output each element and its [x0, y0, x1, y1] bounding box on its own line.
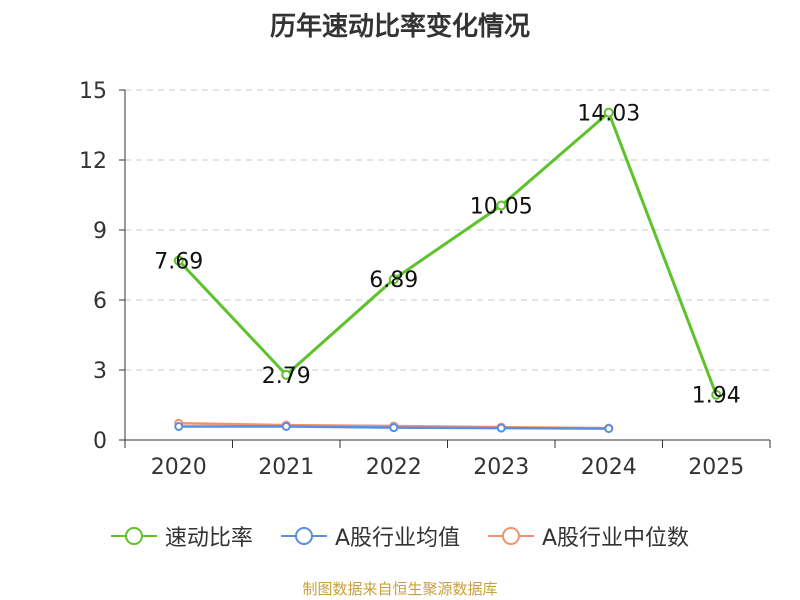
- data-label: 6.89: [369, 268, 418, 293]
- legend-item-quick-ratio[interactable]: 速动比率: [110, 520, 253, 552]
- data-label: 2.79: [262, 364, 311, 389]
- y-tick-label: 0: [93, 429, 107, 454]
- data-point: [173, 255, 184, 266]
- legend-swatch-industry-median-icon: [488, 527, 534, 545]
- y-tick-label: 15: [79, 79, 107, 104]
- chart-title: 历年速动比率变化情况: [269, 12, 530, 42]
- data-point: [388, 274, 399, 285]
- legend-swatch-industry-mean-icon: [280, 527, 327, 545]
- series-lines: [173, 107, 722, 434]
- data-point: [496, 200, 507, 211]
- legend-label-industry-mean: A股行业均值: [334, 526, 460, 551]
- legend-item-industry-median[interactable]: A股行业中位数: [488, 520, 689, 552]
- data-point: [281, 369, 292, 380]
- legend-item-industry-mean[interactable]: A股行业均值: [280, 520, 460, 552]
- data-point: [603, 107, 614, 118]
- data-point: [389, 423, 399, 433]
- y-tick-label: 3: [93, 359, 107, 384]
- x-axis-tick-labels: 2020 2021 2022 2023 2024 2025: [151, 455, 745, 480]
- axes: [119, 89, 771, 448]
- legend-label-industry-median: A股行业中位数: [542, 526, 690, 551]
- x-tick-label: 2023: [473, 455, 529, 480]
- data-point: [711, 389, 722, 400]
- series-line-0: [177, 111, 718, 396]
- grid-lines: [125, 89, 770, 371]
- data-label: 1.94: [692, 384, 741, 409]
- data-labels: 7.69 2.79 6.89 10.05 14.03 1.94: [154, 102, 740, 409]
- data-point: [604, 424, 614, 434]
- x-tick-label: 2020: [151, 455, 207, 480]
- y-tick-label: 6: [93, 289, 107, 314]
- data-source-note: 制图数据来自恒生聚源数据库: [302, 580, 498, 598]
- x-tick-label: 2022: [366, 455, 422, 480]
- legend: 速动比率 A股行业均值 A股行业中位数: [0, 520, 800, 552]
- data-point: [174, 421, 184, 431]
- data-label: 7.69: [154, 250, 203, 275]
- data-point: [496, 423, 506, 433]
- data-label: 14.03: [577, 102, 640, 127]
- x-tick-label: 2024: [581, 455, 637, 480]
- legend-swatch-quick-ratio-icon: [110, 527, 157, 545]
- y-tick-label: 9: [93, 219, 107, 244]
- data-point: [281, 421, 291, 431]
- x-tick-label: 2021: [258, 455, 314, 480]
- x-tick-label: 2025: [688, 455, 744, 480]
- y-axis-tick-labels: 0 3 6 9 12 15: [79, 79, 107, 454]
- data-label: 10.05: [470, 195, 533, 220]
- legend-label-quick-ratio: 速动比率: [164, 526, 253, 551]
- y-tick-label: 12: [79, 149, 107, 174]
